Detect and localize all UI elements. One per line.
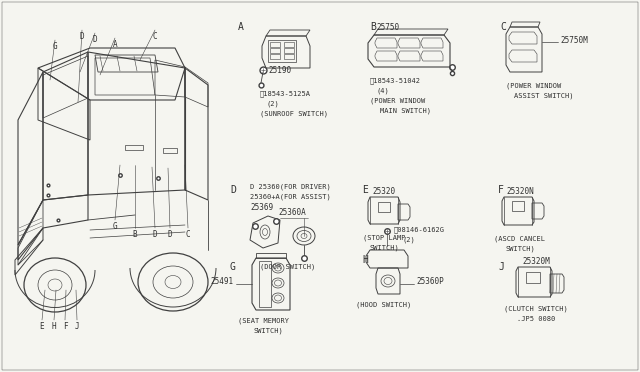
Bar (284, 48, 294, 53)
Text: Ⓜ18543-5125A: Ⓜ18543-5125A (260, 90, 311, 97)
Text: A: A (238, 22, 244, 32)
Text: .JP5 0080: .JP5 0080 (517, 316, 555, 322)
Text: (2): (2) (266, 100, 279, 106)
Bar (125, 145, 143, 150)
Text: 25369: 25369 (250, 203, 273, 212)
Text: G: G (230, 262, 236, 272)
Text: 25190: 25190 (269, 66, 292, 75)
Text: 25320: 25320 (372, 187, 396, 196)
Text: (ASCD CANCEL: (ASCD CANCEL (495, 235, 545, 241)
Text: A: A (113, 40, 117, 49)
Text: ASSIST SWITCH): ASSIST SWITCH) (514, 92, 573, 99)
Bar (284, 54, 294, 59)
Text: D: D (230, 185, 236, 195)
Text: (CLUTCH SWITCH): (CLUTCH SWITCH) (504, 306, 568, 312)
Text: C: C (500, 22, 506, 32)
Text: 25750: 25750 (376, 23, 399, 32)
Text: C: C (186, 230, 190, 239)
Text: D: D (80, 32, 84, 41)
Text: SWITCH): SWITCH) (505, 245, 535, 251)
Text: G: G (113, 222, 117, 231)
Text: (DOOR SWITCH): (DOOR SWITCH) (260, 263, 316, 269)
Text: (POWER WINDOW: (POWER WINDOW (370, 97, 425, 103)
Text: F: F (498, 185, 504, 195)
Text: H: H (52, 322, 56, 331)
Text: SWITCH): SWITCH) (369, 244, 399, 250)
Text: F: F (63, 322, 67, 331)
Text: (2): (2) (402, 237, 415, 243)
Text: J: J (498, 262, 504, 272)
Text: E: E (362, 185, 368, 195)
Text: B: B (370, 22, 376, 32)
Text: D: D (168, 230, 172, 239)
Text: E: E (40, 322, 44, 331)
Bar (284, 42, 294, 47)
Text: B: B (132, 230, 138, 239)
Text: 25320N: 25320N (506, 187, 534, 196)
Bar (270, 48, 280, 53)
Bar (259, 261, 271, 307)
Bar (270, 42, 280, 47)
Text: D: D (93, 35, 97, 44)
Text: D: D (153, 230, 157, 239)
Text: 25360+A(FOR ASSIST): 25360+A(FOR ASSIST) (250, 193, 331, 199)
Text: 25750M: 25750M (560, 35, 588, 45)
Bar (526, 272, 540, 283)
Bar (163, 148, 177, 153)
Text: ⒲08146-6162G: ⒲08146-6162G (394, 227, 445, 233)
Text: D 25360(FOR DRIVER): D 25360(FOR DRIVER) (250, 183, 331, 189)
Text: Ⓜ18543-51042: Ⓜ18543-51042 (370, 77, 421, 84)
Text: J: J (75, 322, 79, 331)
Text: (POWER WINDOW: (POWER WINDOW (506, 82, 561, 89)
Bar (512, 201, 524, 211)
Text: (4): (4) (376, 87, 388, 93)
Bar (378, 202, 390, 212)
Text: C: C (153, 32, 157, 41)
Text: MAIN SWITCH): MAIN SWITCH) (380, 107, 431, 113)
Text: (SUNROOF SWITCH): (SUNROOF SWITCH) (260, 110, 328, 116)
Bar (270, 54, 280, 59)
Text: G: G (52, 42, 58, 51)
Text: (SEAT MEMORY: (SEAT MEMORY (239, 318, 289, 324)
Bar (268, 40, 296, 62)
Text: H: H (362, 255, 368, 265)
Text: (STOP LAMP: (STOP LAMP (363, 234, 405, 241)
Text: 25360P: 25360P (416, 278, 444, 286)
Text: (HOOD SWITCH): (HOOD SWITCH) (356, 302, 412, 308)
Text: SWITCH): SWITCH) (253, 328, 283, 334)
Text: 25360A: 25360A (278, 208, 306, 217)
Text: 25491: 25491 (211, 278, 234, 286)
Text: 25320M: 25320M (522, 257, 550, 266)
